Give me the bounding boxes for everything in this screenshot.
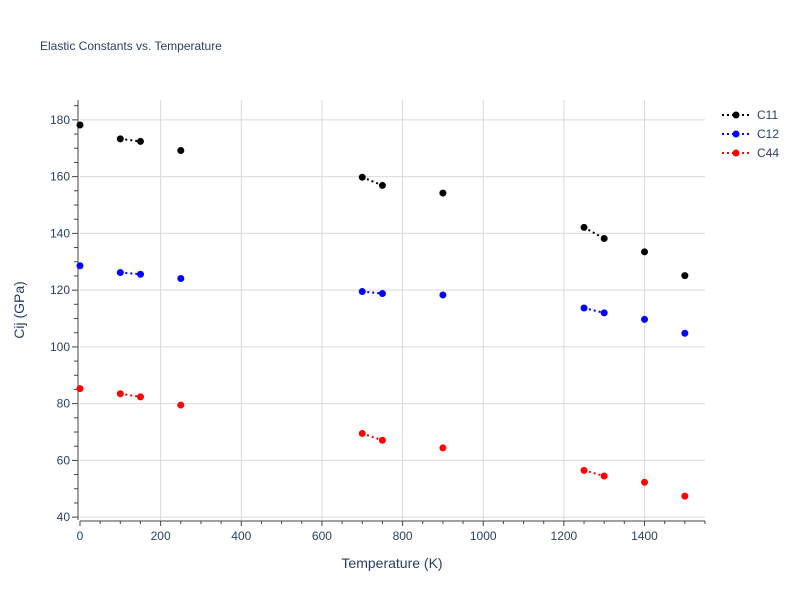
data-point[interactable] — [439, 291, 447, 299]
data-point[interactable] — [177, 401, 185, 409]
data-point[interactable] — [358, 288, 366, 296]
data-point[interactable] — [600, 472, 608, 480]
series-line-segment — [583, 469, 605, 477]
data-point[interactable] — [681, 272, 689, 280]
data-point[interactable] — [358, 173, 366, 181]
chart-title: Elastic Constants vs. Temperature — [40, 39, 222, 53]
data-point[interactable] — [641, 248, 649, 256]
data-point[interactable] — [681, 329, 689, 337]
data-point[interactable] — [116, 269, 124, 277]
y-axis-label: Cij (GPa) — [11, 281, 27, 339]
data-point[interactable] — [136, 137, 144, 145]
legend-marker — [732, 130, 740, 138]
y-tick-label: 60 — [57, 453, 71, 467]
legend-label: C12 — [757, 127, 779, 141]
x-tick-label: 1000 — [470, 529, 497, 543]
legend-label: C11 — [757, 108, 778, 122]
x-tick-label: 800 — [393, 529, 413, 543]
data-point[interactable] — [358, 429, 366, 437]
x-axis-label: Temperature (K) — [341, 555, 442, 571]
series-line-segment — [361, 432, 383, 442]
data-point[interactable] — [116, 135, 124, 143]
legend-item-c44[interactable]: C44 — [722, 146, 779, 160]
legend-item-c11[interactable]: C11 — [722, 108, 778, 122]
legend[interactable]: C11 C12 C44 — [722, 108, 779, 160]
data-point[interactable] — [439, 189, 447, 197]
x-tick-label: 1400 — [631, 529, 658, 543]
axes: 0 200 400 600 800 1000 1200 1400 40 60 80 100 120 140… — [50, 100, 706, 543]
x-tick-label: 400 — [231, 529, 251, 543]
series-c12 — [76, 262, 689, 337]
x-tick-label: 200 — [151, 529, 171, 543]
x-tick-label: 0 — [77, 529, 84, 543]
data-point[interactable] — [177, 275, 185, 282]
data-point[interactable] — [681, 492, 689, 500]
data-point[interactable] — [600, 234, 608, 242]
y-tick-label: 160 — [50, 170, 70, 184]
data-point[interactable] — [580, 223, 588, 231]
series-line-segment — [583, 226, 605, 240]
data-point[interactable] — [76, 262, 84, 270]
y-tick-label: 140 — [50, 226, 70, 240]
y-tick-label: 120 — [50, 283, 70, 297]
data-point[interactable] — [580, 304, 588, 312]
data-point[interactable] — [76, 385, 84, 393]
data-point[interactable] — [641, 478, 649, 486]
data-point[interactable] — [378, 436, 386, 444]
series-c11 — [76, 121, 689, 280]
series-line-segment — [120, 392, 141, 398]
grid — [80, 100, 705, 520]
data-point[interactable] — [580, 466, 588, 474]
y-tick-label: 80 — [57, 397, 71, 411]
series-line-segment — [583, 307, 605, 314]
data-point[interactable] — [439, 444, 447, 452]
legend-label: C44 — [757, 146, 779, 160]
legend-marker — [732, 149, 740, 157]
data-point[interactable] — [136, 393, 144, 401]
y-tick-label: 100 — [50, 340, 70, 354]
series-layer — [76, 121, 689, 500]
legend-marker — [732, 111, 740, 119]
data-point[interactable] — [378, 290, 386, 298]
x-tick-label: 600 — [312, 529, 332, 543]
x-tick-label: 1200 — [551, 529, 578, 543]
series-c44 — [76, 385, 689, 500]
data-point[interactable] — [76, 121, 84, 129]
series-line-segment — [361, 176, 383, 187]
data-point[interactable] — [600, 309, 608, 317]
y-tick-label: 40 — [57, 510, 71, 524]
data-point[interactable] — [136, 270, 144, 278]
data-point[interactable] — [378, 181, 386, 189]
data-point[interactable] — [177, 147, 185, 155]
y-tick-label: 180 — [50, 113, 70, 127]
data-point[interactable] — [641, 315, 649, 323]
data-point[interactable] — [116, 390, 124, 398]
legend-item-c12[interactable]: C12 — [722, 127, 779, 141]
